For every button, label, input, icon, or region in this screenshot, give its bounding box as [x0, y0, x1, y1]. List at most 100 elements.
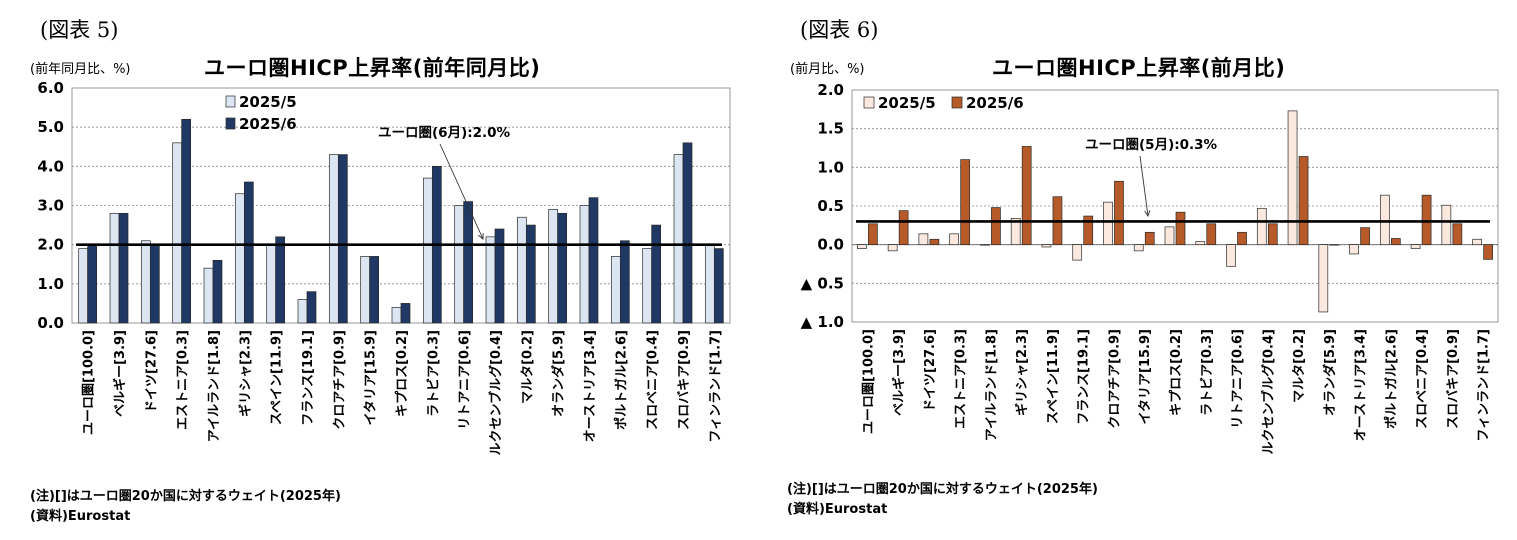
bar-2025-5 — [266, 244, 277, 324]
bar-2025-6 — [588, 197, 599, 324]
x-category-label: ルクセンブルグ[0.4] — [1260, 329, 1276, 455]
bar-2025-5 — [548, 209, 559, 324]
bar-2025-6 — [991, 207, 1001, 246]
bar-2025-5 — [360, 256, 371, 324]
y-tick-label: 6.0 — [37, 79, 64, 97]
annotation-leader-line — [1139, 155, 1149, 217]
bar-2025-6 — [898, 210, 909, 246]
bar-2025-5 — [109, 212, 120, 324]
x-category-label: ギリシャ[2.3] — [237, 330, 253, 417]
bar-2025-5 — [887, 244, 898, 252]
bar-2025-6 — [275, 236, 286, 324]
bar-2025-6 — [118, 212, 129, 324]
y-tick-label: 1.0 — [37, 275, 64, 293]
legend-swatch — [225, 117, 236, 130]
bar-2025-6 — [181, 118, 192, 324]
x-category-label: ラトビア[0.3] — [1199, 329, 1215, 416]
x-category-label: フィンランド[1.7] — [1477, 329, 1492, 442]
bar-2025-6 — [557, 212, 568, 324]
x-category-label: ルクセンブルグ[0.4] — [488, 330, 504, 456]
bar-2025-6 — [1329, 244, 1340, 246]
bar-2025-6 — [149, 244, 160, 324]
bar-2025-5 — [422, 177, 433, 324]
bar-2025-5 — [1226, 244, 1236, 267]
x-category-label: ドイツ[27.6] — [923, 329, 938, 412]
x-category-label: キプロス[0.2] — [395, 330, 410, 417]
bar-2025-5 — [1041, 244, 1052, 248]
y-axis-unit-label: (前月比、%) — [790, 62, 865, 77]
bar-2025-6 — [1360, 227, 1370, 246]
x-category-label: フィンランド[1.7] — [708, 330, 723, 443]
legend-swatch — [951, 96, 963, 109]
x-category-label: スロベニア[0.4] — [1415, 329, 1430, 429]
bar-2025-5 — [1410, 244, 1421, 249]
x-category-label: アイルランド[1.8] — [207, 330, 222, 442]
y-tick-label: 2.0 — [37, 236, 64, 254]
x-category-label: イタリア[15.9] — [364, 330, 379, 425]
x-category-label: ギリシャ[2.3] — [1014, 329, 1030, 416]
x-category-label: リトアニア[0.6] — [1231, 329, 1246, 429]
annotation-leader-line — [439, 143, 484, 240]
x-category-label: リトアニア[0.6] — [458, 330, 473, 430]
bar-2025-5 — [949, 233, 960, 246]
figure-6-panel: (図表 6) (前月比、%) ユーロ圏HICP上昇率(前月比) ▲ 1.0 ▲ 0… — [760, 0, 1517, 540]
bar-2025-5 — [857, 244, 867, 249]
y-tick-label: ▲ 1.0 — [801, 313, 844, 331]
bar-2025-6 — [1452, 223, 1463, 246]
chart-source: (資料)Eurostat — [787, 502, 888, 517]
bar-2025-6 — [1237, 231, 1247, 246]
bar-2025-5 — [1472, 238, 1482, 246]
x-category-label: オランダ[5.9] — [1322, 329, 1338, 416]
y-tick-label: 2.0 — [817, 81, 844, 99]
bar-2025-5 — [140, 240, 151, 324]
bar-2025-5 — [704, 244, 715, 324]
bar-2025-6 — [1144, 231, 1155, 246]
bar-2025-5 — [610, 256, 621, 324]
x-category-label: ポルトガル[2.6] — [1383, 329, 1399, 429]
mom-bar-chart: ▲ 1.0 ▲ 0.5 0.0 0.5 1.0 1.5 2.0 ユーロ圏(5月):0.3% 20… — [801, 81, 1499, 455]
bar-2025-5 — [454, 205, 465, 324]
x-category-label: イタリア[15.9] — [1138, 329, 1153, 424]
x-category-label: ユーロ圏[100.0] — [82, 330, 97, 435]
x-category-label: オーストリア[3.4] — [583, 330, 598, 442]
bar-2025-6 — [337, 154, 348, 324]
x-category-label: エストニア[0.3] — [954, 329, 969, 429]
y-tick-label: ▲ 0.5 — [801, 274, 844, 292]
chart-title: ユーロ圏HICP上昇率(前年同月比) — [204, 56, 541, 80]
x-category-label: キプロス[0.2] — [1169, 329, 1184, 416]
bar-2025-5 — [172, 142, 183, 324]
x-category-label: スロバキア[0.9] — [1446, 329, 1461, 429]
y-tick-label: 3.0 — [37, 197, 64, 215]
chart-note: (注)[]はユーロ圏20か国に対するウェイト(2025年) — [30, 489, 341, 504]
bar-2025-6 — [651, 224, 662, 324]
bar-2025-6 — [1421, 194, 1432, 246]
bar-2025-6 — [1390, 238, 1401, 246]
x-category-label: クロアチア[0.9] — [1107, 329, 1122, 429]
x-category-label: スペイン[11.9] — [1046, 329, 1061, 424]
bar-2025-6 — [243, 181, 254, 324]
bar-2025-5 — [1256, 207, 1267, 246]
annotation-label: ユーロ圏(5月):0.3% — [1085, 137, 1218, 153]
x-category-label: マルタ[0.2] — [520, 330, 535, 404]
bar-2025-5 — [918, 233, 929, 246]
bar-2025-5 — [1072, 244, 1083, 261]
y-tick-label: 1.0 — [817, 158, 844, 176]
chart-note: (注)[]はユーロ圏20か国に対するウェイト(2025年) — [787, 482, 1098, 497]
x-category-label: マルタ[0.2] — [1292, 329, 1307, 403]
bar-2025-5 — [1164, 226, 1175, 246]
bar-2025-6 — [1298, 156, 1309, 246]
bar-2025-5 — [1133, 244, 1144, 252]
bar-2025-5 — [1287, 110, 1298, 246]
bar-2025-6 — [619, 240, 630, 324]
legend-entry: 2025/6 — [239, 115, 297, 133]
bar-2025-5 — [1379, 194, 1390, 246]
x-category-label: クロアチア[0.9] — [332, 330, 347, 430]
bar-2025-5 — [1010, 218, 1021, 246]
bar-2025-6 — [1021, 146, 1032, 246]
bar-2025-5 — [579, 205, 590, 324]
plot-area — [851, 89, 1499, 323]
x-category-label: フランス[19.1] — [1077, 329, 1092, 425]
bar-2025-6 — [400, 303, 411, 324]
x-category-label: エストニア[0.3] — [176, 330, 191, 430]
bar-2025-6 — [1483, 244, 1493, 260]
